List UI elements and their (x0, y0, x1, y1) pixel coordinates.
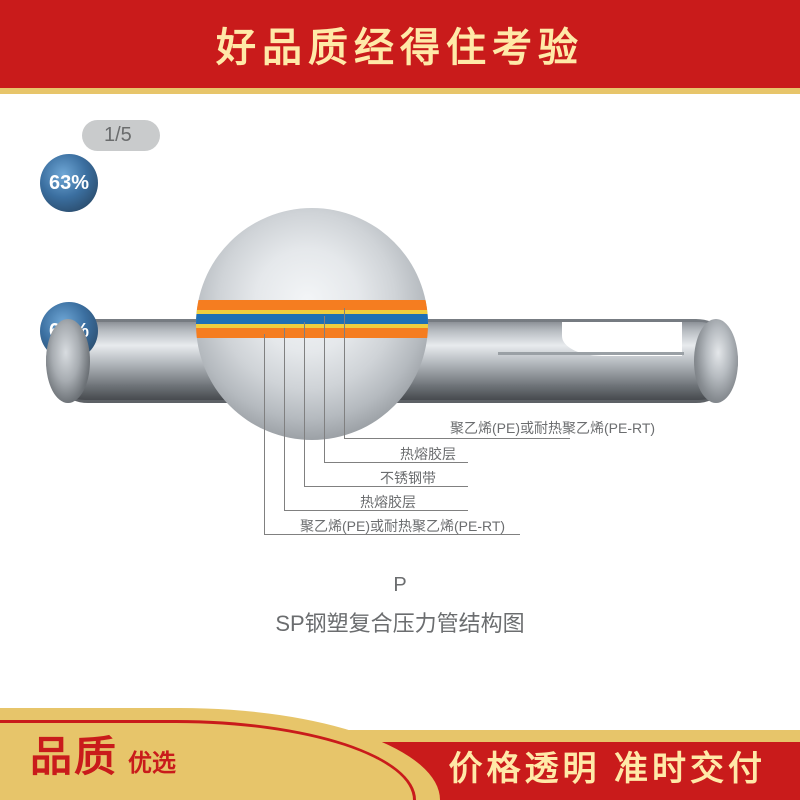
mag-layer-4 (196, 328, 428, 338)
pipe-cut-edge (498, 352, 684, 355)
leader-label-2: 不锈钢带 (380, 468, 436, 488)
bottom-right-slogan: 价格透明 准时交付 (449, 741, 766, 790)
subtitle-p: P (0, 574, 800, 597)
leader-v-3 (284, 328, 285, 510)
leader-label-3: 热熔胶层 (360, 492, 416, 512)
bottom-left-small: 优选 (128, 743, 176, 778)
leader-v-2 (304, 322, 305, 486)
percent-badge-0: 63% (40, 154, 98, 212)
leader-label-0: 聚乙烯(PE)或耐热聚乙烯(PE-RT) (450, 418, 655, 438)
leader-h-0 (344, 438, 570, 439)
leader-v-1 (324, 316, 325, 462)
top-banner: 好品质经得住考验 (0, 0, 800, 88)
bottom-left-slogan: 品质 优选 (30, 723, 176, 784)
diagram-content: 1/5 P SP钢塑复合压力管结构图 63%60%聚乙烯(PE)或耐热聚乙烯(P… (0, 94, 800, 730)
mag-layer-2 (196, 314, 428, 324)
pipe-right-cap (694, 319, 738, 403)
pipe-left-cap (46, 319, 90, 403)
mag-layer-0 (196, 300, 428, 310)
leader-v-4 (264, 334, 265, 534)
top-banner-text: 好品质经得住考验 (216, 15, 584, 73)
magnifier-circle (196, 208, 428, 440)
pipe-cutaway (562, 322, 682, 356)
page-indicator-pill: 1/5 (82, 120, 160, 151)
leader-v-0 (344, 308, 345, 438)
leader-label-4: 聚乙烯(PE)或耐热聚乙烯(PE-RT) (300, 516, 505, 536)
leader-label-1: 热熔胶层 (400, 444, 456, 464)
bottom-left-big: 品质 (30, 723, 118, 784)
subtitle-main: SP钢塑复合压力管结构图 (0, 606, 800, 638)
